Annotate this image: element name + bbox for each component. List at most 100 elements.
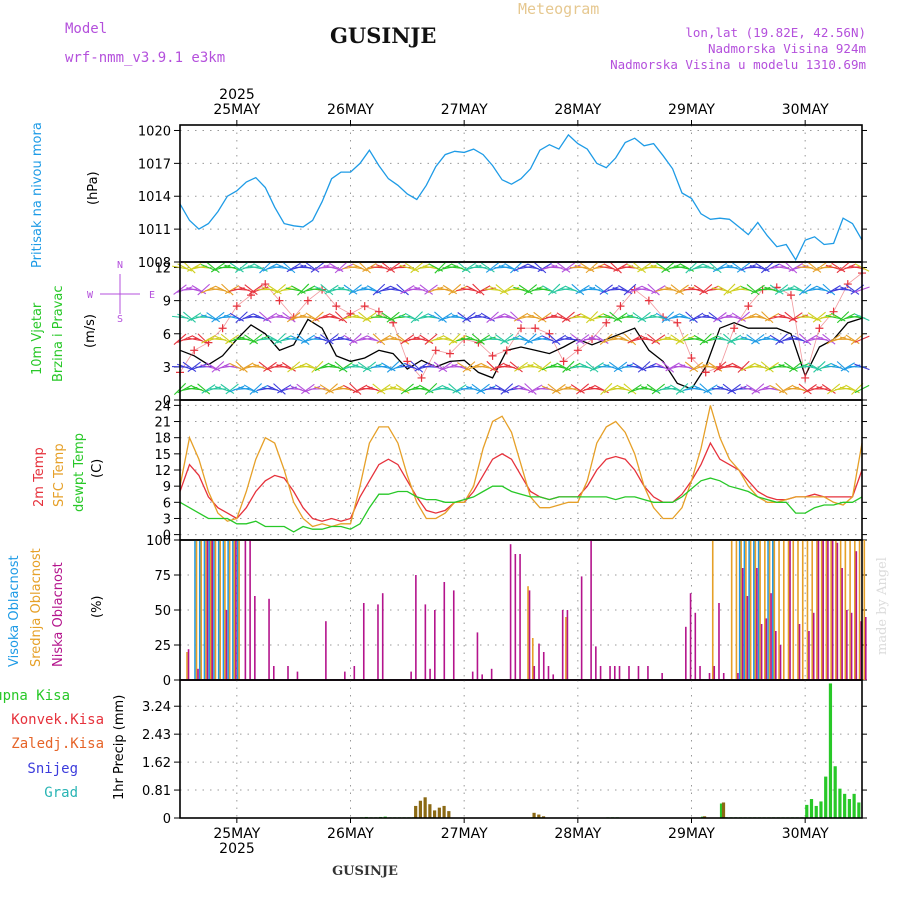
wind-arrow (822, 283, 836, 296)
clouds-bar (854, 540, 856, 680)
wind-arrow (390, 386, 406, 392)
wind-arrow (352, 363, 368, 370)
wind-arrow (740, 386, 757, 392)
wind-arrow (235, 262, 249, 273)
wind-arrow (531, 288, 548, 291)
wind-arrow (211, 311, 225, 323)
wind-arrow (845, 334, 860, 345)
precip-ytick-label: 1.62 (142, 756, 171, 771)
wind-arrow (376, 384, 391, 394)
wind-arrow (565, 386, 581, 392)
wind-arrow (537, 262, 552, 273)
wind-arrow (623, 383, 637, 395)
wind-arrow (708, 362, 723, 372)
wind-arrow (503, 363, 520, 371)
wind-arrow (764, 286, 780, 293)
clouds-bar (830, 540, 832, 680)
wind-arrow (400, 334, 415, 345)
wind-arrow (249, 383, 263, 395)
wind-arrow (225, 334, 240, 345)
wind-arrow (362, 263, 377, 272)
wind-arrow (726, 285, 742, 294)
wind-arrow (585, 261, 599, 274)
wind-arrow (816, 362, 832, 371)
wind-arrow (437, 286, 454, 293)
wind-arrow (627, 264, 643, 272)
wind-arrow (547, 333, 561, 346)
wind-arrow (702, 313, 719, 321)
wind-arrow (774, 284, 789, 295)
wind-arrow (550, 364, 567, 370)
wind-arrow (670, 284, 684, 295)
wind-arrow (386, 361, 400, 373)
wind-arrow (181, 337, 198, 341)
wind-arrow (820, 365, 837, 369)
wind-arrow (820, 315, 837, 319)
clouds-bar (816, 540, 818, 680)
date-label-bottom: 28MAY (554, 826, 601, 842)
wind-arrow (338, 362, 353, 372)
wind-arrow (267, 284, 282, 295)
precip-panel: 0 0.81 1.62 2.43 3.24 (142, 679, 867, 827)
legend-wind-1: 10m Vjetar (30, 302, 45, 375)
wind-arrow (688, 337, 705, 342)
wind-arrow (699, 333, 712, 346)
wind-arrow (498, 265, 515, 270)
wind-arrow (683, 338, 700, 341)
temperature-ytick-label: 21 (154, 416, 171, 431)
wind-arrow (262, 312, 278, 322)
wind-arrow (574, 315, 591, 320)
wind-arrow (528, 384, 543, 394)
wind-arrow (297, 283, 310, 296)
wind-arrow (262, 263, 278, 272)
legend-precip-unit: 1hr Precip (mm) (112, 695, 127, 800)
precip-bar (828, 683, 833, 818)
wind-arrow (183, 261, 196, 274)
pressure-ytick-label: 1011 (138, 223, 171, 238)
model-elevation-text: Nadmorska Visina u modelu 1310.69m (610, 57, 866, 72)
wind-arrow (418, 315, 435, 320)
clouds-bar (195, 540, 198, 680)
wind-arrow (782, 337, 799, 341)
wind-arrow (551, 314, 567, 320)
wind-arrow (664, 286, 681, 293)
wind-arrow (215, 363, 231, 371)
model-label: Model (65, 21, 107, 37)
clouds-bar (481, 674, 483, 680)
wind-arrow (589, 362, 604, 372)
precip-bar (843, 793, 847, 818)
precip-bar (418, 800, 423, 818)
clouds-bar (746, 596, 749, 680)
wind-arrow (702, 364, 719, 370)
temperature-ytick-label: 9 (163, 480, 171, 495)
wind-arrow (262, 337, 278, 342)
wind-arrow (613, 263, 628, 272)
wind-arrow (456, 288, 473, 292)
wind-arrow (751, 334, 765, 345)
clouds-bar (353, 666, 356, 680)
wind-arrow (589, 312, 605, 322)
precip-bar (541, 816, 546, 818)
wind-arrow (229, 262, 244, 273)
clouds-bar (767, 540, 769, 680)
wind-arrow (408, 387, 425, 391)
wind-arrow (623, 333, 637, 346)
clouds-bar (233, 540, 236, 680)
wind-arrow (692, 265, 709, 270)
wind-arrow (788, 263, 803, 272)
wind-arrow (428, 313, 444, 321)
wind-arrow (187, 312, 202, 323)
wind-arrow (746, 334, 760, 345)
wind-arrow (461, 262, 476, 273)
temperature-ytick-label: 24 (154, 399, 171, 414)
date-label-bottom: 26MAY (327, 826, 374, 842)
clouds-bar (208, 540, 211, 680)
clouds-bar (552, 674, 555, 680)
clouds-bar (232, 540, 234, 680)
wind-arrow (722, 383, 737, 395)
clouds-bar (344, 671, 346, 680)
wind-arrow (451, 364, 468, 370)
wind-arrow (822, 333, 836, 345)
wind-arrow (338, 263, 354, 272)
clouds-bar (287, 666, 289, 680)
